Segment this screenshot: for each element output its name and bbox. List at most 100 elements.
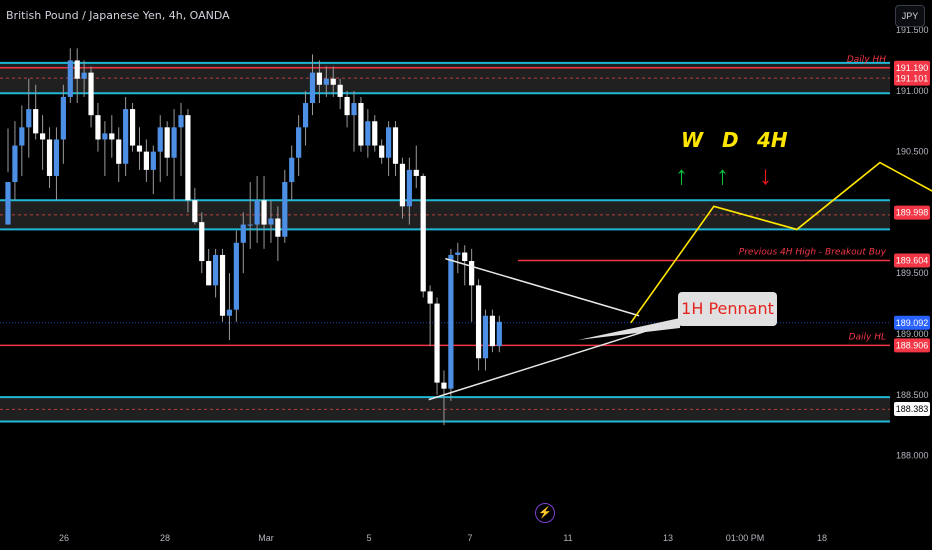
daily-up-arrow-icon: ↑ xyxy=(716,160,729,190)
candle-body xyxy=(455,252,461,255)
candle-body xyxy=(129,109,136,146)
price-tag xyxy=(894,205,930,220)
candle-body xyxy=(482,315,489,359)
candle-body xyxy=(95,115,101,140)
candle-body xyxy=(226,309,233,316)
x-tick-label: 13 xyxy=(663,533,673,543)
candle-body xyxy=(247,224,253,226)
candle-body xyxy=(199,222,205,262)
candle-body xyxy=(240,224,246,243)
candle-body xyxy=(261,200,267,225)
candle-body xyxy=(399,163,406,207)
candle-body xyxy=(143,151,149,170)
candle-body xyxy=(157,127,163,152)
weekly-label: W xyxy=(681,128,704,152)
candle-body xyxy=(219,254,226,316)
y-tick-label: 188.000 xyxy=(896,451,929,461)
candle-body xyxy=(268,218,274,225)
price-tag xyxy=(894,71,930,86)
weekly-up-arrow-icon: ↑ xyxy=(675,160,688,190)
y-tick-label: 191.500 xyxy=(896,25,929,35)
candle-body xyxy=(351,103,357,116)
candle-body xyxy=(116,139,122,164)
candle-body xyxy=(372,121,378,146)
candle-body xyxy=(5,182,11,225)
currency-button[interactable]: JPY xyxy=(895,5,925,27)
price-tag-label: 189.998 xyxy=(896,208,929,218)
candle-body xyxy=(40,133,46,140)
price-tag-label: 189.092 xyxy=(896,318,929,328)
candle-body xyxy=(330,78,336,85)
price-tag-label: 189.604 xyxy=(896,256,929,266)
x-tick-label: 18 xyxy=(817,533,827,543)
candle-body xyxy=(379,145,385,158)
pennant-trendline xyxy=(428,330,645,401)
price-tag xyxy=(894,253,930,268)
candle-body xyxy=(475,285,482,359)
candle-body xyxy=(150,151,156,170)
y-tick-label: 190.500 xyxy=(896,147,929,157)
candle-body xyxy=(302,103,309,128)
candle-body xyxy=(316,72,322,85)
pennant-callout: 1H Pennant xyxy=(678,292,777,326)
candle-body xyxy=(337,84,343,97)
y-tick-label: 189.500 xyxy=(896,268,929,278)
candle-body xyxy=(206,261,212,286)
candle-body xyxy=(192,200,198,223)
candle-body xyxy=(365,121,371,146)
candle-body xyxy=(434,303,440,383)
candle-body xyxy=(60,96,66,140)
candle-body xyxy=(46,139,53,176)
candle-body xyxy=(413,169,419,176)
price-tag-label: 188.383 xyxy=(896,404,929,414)
candle-body xyxy=(185,115,191,201)
candle-body xyxy=(309,72,316,104)
candle-body xyxy=(213,254,219,286)
candle-body xyxy=(88,72,94,116)
candle-body xyxy=(344,96,350,116)
candle-body xyxy=(358,103,364,146)
daily-label: D xyxy=(722,128,739,152)
candle-body xyxy=(164,127,170,158)
y-tick-label: 191.000 xyxy=(896,86,929,96)
price-tag xyxy=(894,60,930,75)
candle-body xyxy=(67,60,73,97)
lightning-bolt-icon[interactable]: ⚡ xyxy=(535,503,555,523)
candle-body xyxy=(171,127,177,158)
level-label: Previous 4H High - Breakout Buy xyxy=(739,248,887,258)
candle-body xyxy=(392,127,399,164)
x-tick-label: 11 xyxy=(563,533,572,543)
price-tag xyxy=(894,315,930,330)
candle-body xyxy=(275,218,281,237)
candle-body xyxy=(53,139,60,176)
level-label: Daily HH xyxy=(847,55,886,65)
candle-body xyxy=(74,60,80,79)
candle-body xyxy=(136,145,143,152)
candle-body xyxy=(282,182,288,237)
candle-body xyxy=(296,127,302,158)
candle-body xyxy=(12,145,18,183)
4h-label: 4H xyxy=(757,128,788,152)
candle-body xyxy=(289,157,295,183)
candle-body xyxy=(19,127,25,146)
x-tick-label: 7 xyxy=(467,533,472,543)
candle-body xyxy=(386,127,392,158)
y-tick-label: 189.000 xyxy=(896,329,929,339)
x-tick-label: 28 xyxy=(160,533,170,543)
x-tick-label: Mar xyxy=(258,533,274,543)
candle-body xyxy=(448,254,454,389)
x-tick-label: 26 xyxy=(59,533,69,543)
y-tick-label: 188.500 xyxy=(896,390,929,400)
x-tick-label: 01:00 PM xyxy=(726,533,765,543)
candle-body xyxy=(420,175,426,292)
level-label: Daily HL xyxy=(849,332,886,342)
candle-body xyxy=(109,133,115,140)
price-tag-label: 188.906 xyxy=(896,340,929,350)
candle-body xyxy=(102,133,108,140)
candle-body xyxy=(406,169,412,207)
price-tag-label: 191.190 xyxy=(896,63,929,73)
candle-body xyxy=(254,200,260,225)
candle-body xyxy=(489,315,495,347)
candle-body xyxy=(178,115,184,128)
